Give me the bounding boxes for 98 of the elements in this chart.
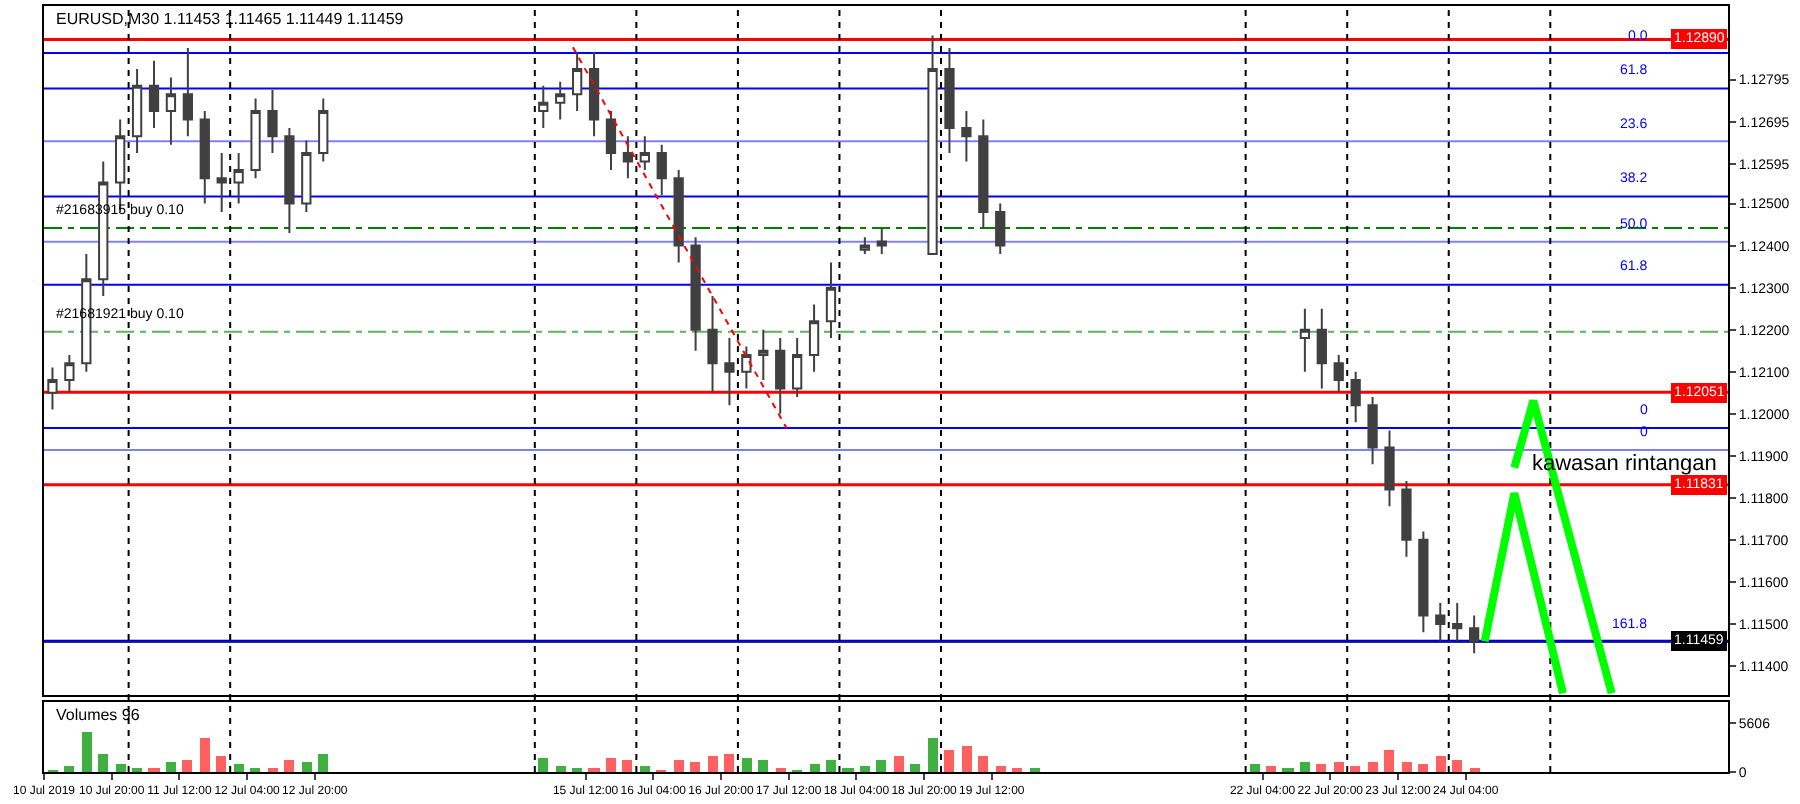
candlestick bbox=[1468, 614, 1480, 655]
candlestick bbox=[1350, 370, 1361, 424]
candlestick bbox=[64, 353, 75, 394]
candlestick bbox=[944, 47, 955, 155]
candlestick bbox=[1452, 601, 1463, 642]
candlestick bbox=[284, 126, 295, 234]
bar bbox=[302, 761, 312, 772]
candlestick bbox=[301, 139, 312, 213]
candlestick bbox=[182, 47, 193, 138]
candlestick bbox=[588, 51, 600, 138]
bar bbox=[556, 765, 566, 772]
candlestick bbox=[1299, 307, 1311, 373]
bar bbox=[182, 759, 192, 772]
bar bbox=[1436, 755, 1446, 772]
bar bbox=[876, 759, 886, 772]
bar bbox=[640, 765, 650, 772]
bar bbox=[1250, 763, 1260, 772]
bar bbox=[1350, 765, 1360, 772]
candlestick bbox=[233, 152, 244, 205]
candlestick bbox=[250, 97, 261, 180]
candlestick bbox=[1401, 480, 1412, 558]
candlestick bbox=[1384, 429, 1395, 508]
candlestick bbox=[605, 110, 617, 171]
bar bbox=[1452, 759, 1462, 772]
candlestick bbox=[724, 337, 735, 407]
bar bbox=[928, 737, 938, 772]
candlestick bbox=[961, 110, 972, 163]
candlestick bbox=[1333, 353, 1344, 394]
candlestick bbox=[1316, 307, 1327, 390]
bar bbox=[116, 763, 126, 772]
bar bbox=[64, 765, 74, 772]
candlestick bbox=[1418, 530, 1429, 634]
bar bbox=[166, 761, 176, 772]
chart-title: Volumes 96 bbox=[56, 706, 141, 724]
bar bbox=[996, 765, 1006, 772]
candlestick bbox=[131, 68, 143, 155]
candlestick bbox=[571, 51, 583, 113]
candlestick bbox=[1435, 601, 1446, 642]
chart-title: EURUSD,M30 1.11453 1.11465 1.11449 1.11459 bbox=[56, 10, 405, 28]
bar bbox=[894, 755, 904, 772]
candlestick bbox=[876, 227, 887, 256]
bar bbox=[82, 731, 92, 772]
candlestick bbox=[825, 261, 837, 340]
candlestick bbox=[859, 236, 870, 256]
bar bbox=[978, 755, 988, 772]
candlestick bbox=[758, 328, 769, 382]
candlestick bbox=[199, 110, 210, 205]
candlestick bbox=[995, 202, 1006, 256]
bar bbox=[200, 737, 210, 772]
candlestick bbox=[707, 295, 718, 394]
candlestick bbox=[318, 97, 329, 163]
bar bbox=[606, 757, 616, 772]
candlestick bbox=[792, 337, 803, 398]
bar bbox=[1368, 761, 1378, 772]
candlestick bbox=[1367, 395, 1378, 466]
candlestick bbox=[741, 345, 752, 390]
bar bbox=[742, 757, 752, 772]
candlestick bbox=[775, 337, 786, 415]
candlestick bbox=[808, 303, 820, 373]
bar bbox=[810, 763, 820, 772]
bar bbox=[1402, 761, 1412, 772]
bar bbox=[234, 763, 244, 772]
bar bbox=[318, 753, 328, 772]
bar bbox=[1418, 763, 1428, 772]
bar bbox=[1334, 761, 1344, 772]
bar bbox=[910, 763, 920, 772]
bar bbox=[708, 755, 718, 772]
bar bbox=[622, 759, 632, 772]
candlestick bbox=[47, 366, 58, 411]
candlestick bbox=[216, 152, 227, 213]
candlestick bbox=[639, 135, 650, 171]
bar bbox=[98, 753, 108, 772]
bar bbox=[216, 755, 226, 772]
bar bbox=[860, 765, 870, 772]
candlestick bbox=[622, 135, 634, 180]
bar bbox=[1266, 765, 1276, 772]
bar bbox=[962, 745, 972, 772]
bar bbox=[944, 749, 954, 772]
bar bbox=[284, 759, 294, 772]
candlestick bbox=[927, 34, 938, 256]
candlestick bbox=[165, 76, 177, 146]
bar bbox=[674, 759, 684, 772]
candlestick bbox=[690, 236, 701, 352]
bar bbox=[538, 757, 548, 772]
candlestick bbox=[978, 118, 989, 230]
bar bbox=[758, 759, 768, 772]
candlestick bbox=[267, 89, 278, 155]
candlestick bbox=[555, 80, 566, 121]
bar bbox=[1384, 749, 1394, 772]
candlestick bbox=[673, 168, 684, 264]
bar bbox=[1316, 763, 1326, 772]
bar bbox=[724, 753, 734, 772]
candlestick bbox=[148, 59, 160, 129]
bar bbox=[690, 761, 700, 772]
candlestick bbox=[538, 84, 549, 129]
bar bbox=[1300, 761, 1310, 772]
bar bbox=[826, 759, 836, 772]
candlestick bbox=[656, 143, 667, 197]
